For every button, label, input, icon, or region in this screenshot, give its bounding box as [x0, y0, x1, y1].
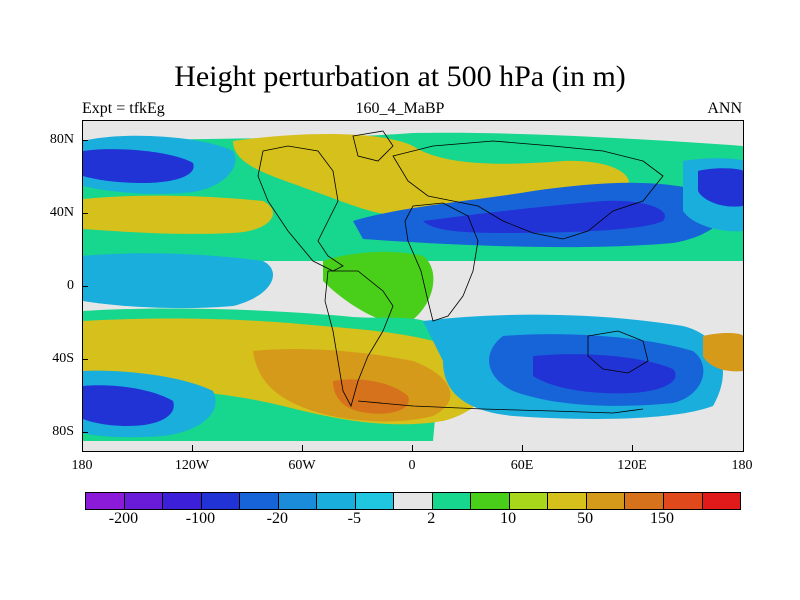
- plot-title: Height perturbation at 500 hPa (in m): [174, 60, 626, 93]
- colorbar-label: 50: [577, 510, 594, 527]
- lon-label-0: 0: [408, 458, 416, 473]
- contour-map: [83, 121, 743, 451]
- colorbar-swatch: [317, 493, 356, 509]
- experiment-label: Expt = tfkEg: [82, 100, 165, 117]
- lon-tick-120w: [192, 445, 193, 451]
- colorbar-swatch: [663, 493, 703, 509]
- period-label: 160_4_MaBP: [355, 100, 445, 117]
- colorbar-swatch: [702, 493, 741, 509]
- colorbar: [85, 492, 741, 510]
- colorbar-swatch: [394, 493, 433, 509]
- field-sh-orange-east: [703, 332, 743, 372]
- colorbar-swatch: [201, 493, 241, 509]
- lat-label-80n: 80N: [49, 132, 74, 147]
- field-nh-deep-blue-pacific: [83, 149, 194, 183]
- coastline-north-america: [257, 145, 344, 272]
- colorbar-label: 150: [650, 510, 675, 527]
- colorbar-label: -100: [185, 510, 216, 527]
- coastline: [257, 130, 664, 414]
- coastline-greenland: [352, 130, 394, 162]
- lon-label-180w: 180: [71, 458, 93, 473]
- lat-tick-80s: [82, 432, 88, 433]
- field-sh-deep-blue-east: [533, 354, 676, 394]
- field-sh-deep-blue-west: [83, 385, 174, 426]
- coastline-australia: [587, 330, 649, 374]
- colorbar-swatch: [86, 493, 125, 509]
- lat-label-0: 0: [67, 278, 74, 293]
- lat-label-80s: 80S: [52, 424, 74, 439]
- lon-label-60e: 60E: [510, 458, 534, 473]
- field-nh-deep-blue-east: [698, 168, 743, 207]
- coastline-africa: [404, 202, 479, 322]
- field-eq-green: [323, 251, 434, 326]
- map-panel: [82, 120, 744, 452]
- field-nh-deep-blue-asia: [423, 200, 665, 233]
- colorbar-swatch: [163, 493, 202, 509]
- colorbar-label: 2: [427, 510, 436, 527]
- colorbar-swatch: [278, 493, 318, 509]
- lon-tick-120e: [632, 445, 633, 451]
- lat-tick-80n: [82, 140, 88, 141]
- lat-label-40n: 40N: [49, 205, 74, 220]
- colorbar-label: 10: [500, 510, 517, 527]
- colorbar-label: -200: [108, 510, 139, 527]
- colorbar-swatch: [586, 493, 626, 509]
- colorbar-label: -5: [347, 510, 361, 527]
- lon-tick-0: [412, 445, 413, 451]
- season-label: ANN: [707, 100, 742, 117]
- colorbar-swatch: [471, 493, 510, 509]
- colorbar-swatch: [432, 493, 472, 509]
- field-sh-dark-orange: [333, 379, 409, 414]
- lon-label-120w: 120W: [174, 458, 210, 473]
- lon-tick-60w: [302, 445, 303, 451]
- colorbar-swatch: [625, 493, 664, 509]
- colorbar-swatch: [240, 493, 279, 509]
- lat-label-40s: 40S: [52, 351, 74, 366]
- lat-tick-0: [82, 286, 88, 287]
- lon-label-180e: 180: [731, 458, 753, 473]
- coastline-south-america: [324, 270, 394, 408]
- lon-tick-60e: [522, 445, 523, 451]
- colorbar-swatch: [548, 493, 587, 509]
- coastline-antarctica: [357, 400, 644, 414]
- lat-tick-40s: [82, 359, 88, 360]
- lat-tick-40n: [82, 213, 88, 214]
- lon-label-60w: 60W: [288, 458, 316, 473]
- colorbar-swatch: [509, 493, 549, 509]
- colorbar-swatch: [355, 493, 395, 509]
- coastline-eurasia: [392, 140, 664, 240]
- field-nh-yellow-pacific: [83, 195, 273, 234]
- field-eq-blue-west: [83, 253, 273, 309]
- colorbar-label: -20: [266, 510, 288, 527]
- lon-label-120e: 120E: [617, 458, 647, 473]
- colorbar-swatch: [124, 493, 164, 509]
